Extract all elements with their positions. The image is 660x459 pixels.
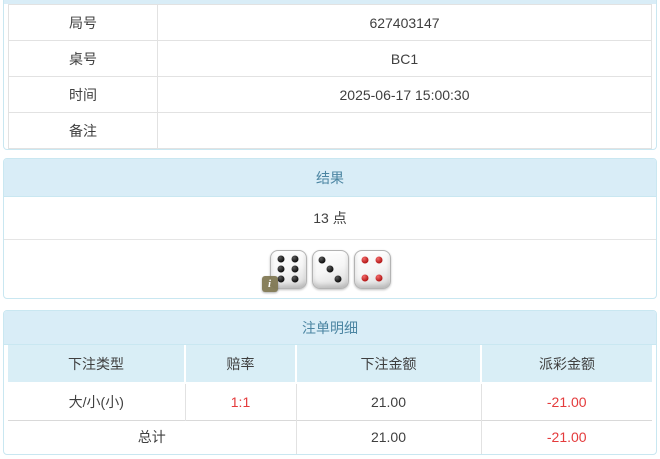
die-2-wrap bbox=[311, 249, 349, 289]
total-bet-amount: 21.00 bbox=[295, 419, 481, 454]
time-label: 时间 bbox=[8, 76, 158, 113]
table-number-label: 桌号 bbox=[8, 40, 158, 77]
image-info-icon[interactable]: i bbox=[261, 275, 278, 292]
remark-value bbox=[157, 112, 652, 149]
game-info-table: 局号 627403147 桌号 BC1 时间 2025-06-17 15:00:… bbox=[8, 4, 652, 149]
die-1-wrap: i bbox=[261, 249, 307, 292]
bet-details-panel: 注单明细 下注类型 赔率 下注金额 派彩金额 大/小(小) 1:1 21.00 … bbox=[3, 310, 657, 455]
bet-odds: 1:1 bbox=[184, 382, 296, 420]
die-three-image bbox=[311, 249, 349, 289]
bet-amount: 21.00 bbox=[295, 382, 481, 420]
time-value: 2025-06-17 15:00:30 bbox=[157, 76, 652, 113]
bet-type: 大/小(小) bbox=[8, 382, 185, 420]
total-payout-amount: -21.00 bbox=[480, 419, 652, 454]
result-points: 13 点 bbox=[4, 197, 656, 240]
round-number-value: 627403147 bbox=[157, 4, 652, 41]
col-bet-type: 下注类型 bbox=[8, 345, 185, 384]
table-number-value: BC1 bbox=[157, 40, 652, 77]
table-row: 局号 627403147 bbox=[8, 4, 652, 41]
col-payout-amount: 派彩金额 bbox=[480, 345, 652, 384]
table-row: 时间 2025-06-17 15:00:30 bbox=[8, 76, 652, 113]
bet-details-title: 注单明细 bbox=[4, 311, 656, 345]
total-row: 总计 21.00 -21.00 bbox=[8, 419, 652, 454]
die-3-wrap bbox=[353, 249, 391, 289]
total-label: 总计 bbox=[8, 419, 296, 454]
result-panel-title: 结果 bbox=[4, 159, 656, 197]
table-row: 备注 bbox=[8, 112, 652, 149]
bet-row: 大/小(小) 1:1 21.00 -21.00 bbox=[8, 382, 652, 420]
die-four-image bbox=[353, 249, 391, 289]
cropped-panel-heading bbox=[4, 0, 656, 4]
bet-details-table: 下注类型 赔率 下注金额 派彩金额 大/小(小) 1:1 21.00 -21.0… bbox=[8, 345, 652, 454]
payout-amount: -21.00 bbox=[480, 382, 652, 420]
remark-label: 备注 bbox=[8, 112, 158, 149]
result-panel: 结果 13 点 i bbox=[3, 158, 657, 299]
dice-row: i bbox=[4, 240, 656, 298]
bet-table-header-row: 下注类型 赔率 下注金额 派彩金额 bbox=[8, 345, 652, 384]
game-info-panel: 局号 627403147 桌号 BC1 时间 2025-06-17 15:00:… bbox=[3, 0, 657, 150]
round-number-label: 局号 bbox=[8, 4, 158, 41]
table-row: 桌号 BC1 bbox=[8, 40, 652, 77]
col-odds: 赔率 bbox=[184, 345, 296, 384]
col-bet-amount: 下注金额 bbox=[295, 345, 481, 384]
